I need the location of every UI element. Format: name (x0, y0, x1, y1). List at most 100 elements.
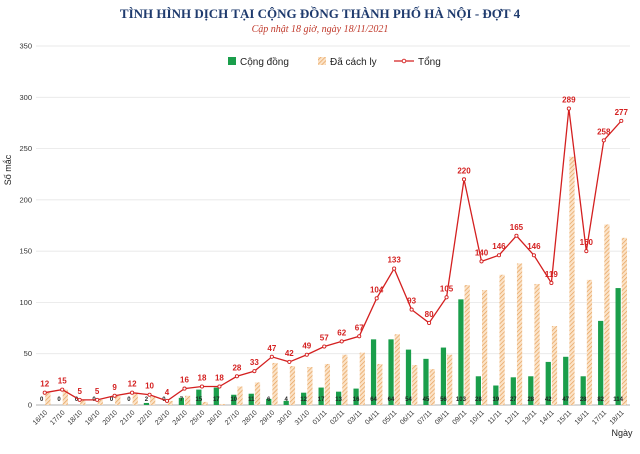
bar-quarantine (621, 237, 628, 405)
total-data-label: 5 (95, 387, 100, 396)
x-tick-label: 14/11 (539, 409, 556, 426)
total-point (322, 344, 327, 349)
bar-quarantine (377, 363, 383, 405)
y-tick-label: 50 (24, 349, 32, 358)
x-tick-label: 21/10 (119, 409, 136, 426)
total-data-label: 277 (615, 108, 629, 117)
total-data-label: 15 (58, 377, 67, 386)
bar-label-community: 10 (230, 397, 237, 403)
bar-label-community: 11 (248, 397, 255, 403)
total-point (374, 296, 379, 301)
bar-community (266, 398, 272, 405)
legend-label-community: Cộng đồng (240, 56, 289, 68)
bar-quarantine (185, 395, 191, 405)
bar-label-community: 103 (456, 397, 467, 403)
total-point (427, 320, 432, 325)
bar-label-community: 0 (57, 397, 61, 403)
bar-community (213, 387, 219, 405)
total-point (584, 249, 589, 254)
bar-quarantine (115, 395, 121, 405)
bar-quarantine (534, 283, 540, 405)
total-data-label: 146 (492, 242, 506, 251)
total-point (147, 392, 152, 397)
bar-community (178, 397, 184, 405)
total-data-label: 4 (165, 388, 170, 397)
total-series-line (44, 108, 622, 402)
total-data-label: 28 (232, 363, 241, 372)
bar-label-community: 7 (180, 397, 184, 403)
total-data-label: 140 (475, 248, 489, 257)
total-point (182, 386, 187, 391)
bar-quarantine (464, 284, 470, 405)
bar-community (510, 377, 516, 405)
legend-label-total: Tổng (418, 56, 441, 68)
total-data-label: 12 (128, 380, 137, 389)
bar-community (563, 356, 569, 405)
total-data-label: 146 (527, 242, 541, 251)
bar-community (353, 388, 359, 405)
bars: 0 0 0 0 0 0 2 0 7 15 17 10 11 6 4 12 17 13 16 64 64 54 45 56 103… (40, 156, 628, 405)
y-axis: 0 50 100 150 200 250 300 350 (19, 42, 32, 410)
bar-label-community: 19 (493, 397, 500, 403)
bar-quarantine (272, 362, 278, 405)
x-tick-label: 04/11 (364, 409, 381, 426)
total-data-label: 10 (145, 382, 154, 391)
bar-label-community: 42 (545, 397, 552, 403)
total-point (199, 384, 205, 389)
bar-quarantine (429, 369, 435, 405)
bar-community (370, 339, 377, 405)
total-point (217, 384, 222, 389)
bar-label-community: 28 (580, 397, 587, 403)
x-tick-label: 28/10 (241, 409, 258, 426)
bar-label-community: 0 (40, 397, 44, 403)
total-point (531, 253, 536, 258)
bar-quarantine (97, 399, 103, 405)
total-point (95, 397, 100, 402)
legend-swatch-quarantine (318, 57, 326, 65)
x-tick-label: 24/10 (172, 409, 189, 426)
bar-quarantine (254, 382, 261, 405)
bar-community (405, 349, 412, 405)
bar-label-community: 114 (613, 397, 623, 403)
gridlines (36, 45, 630, 406)
x-tick-label: 19/10 (84, 409, 101, 426)
bar-community (248, 393, 254, 405)
bar-community (423, 358, 429, 405)
bar-label-community: 45 (423, 397, 430, 403)
bar-quarantine (324, 363, 331, 405)
bar-community (545, 361, 551, 405)
total-point (566, 106, 571, 111)
x-tick-label: 15/11 (556, 409, 573, 426)
bar-label-community: 17 (213, 397, 220, 403)
bar-community (301, 392, 307, 405)
x-tick-label: 07/11 (417, 409, 434, 426)
y-tick-label: 100 (19, 298, 32, 307)
total-point (130, 390, 135, 395)
legend-swatch-community (228, 57, 236, 65)
bar-label-community: 64 (388, 397, 395, 403)
bar-community (388, 339, 394, 405)
x-tick-label: 11/11 (487, 409, 504, 426)
x-tick-label: 06/11 (399, 409, 416, 426)
bar-quarantine (80, 399, 86, 405)
total-data-label: 119 (545, 270, 558, 279)
total-data-label: 289 (562, 96, 576, 105)
bar-community (143, 402, 150, 405)
x-tick-label: 09/11 (451, 409, 468, 426)
bar-quarantine (62, 389, 68, 405)
x-tick-label: 27/10 (224, 409, 241, 426)
bar-label-community: 0 (127, 397, 131, 403)
bar-quarantine (482, 290, 488, 405)
y-tick-label: 200 (19, 195, 32, 204)
bar-community (580, 376, 586, 405)
x-tick-label: 16/10 (32, 409, 49, 426)
y-tick-label: 150 (19, 247, 32, 256)
x-tick-label: 29/10 (259, 409, 276, 426)
bar-quarantine (447, 354, 453, 405)
bar-community (615, 288, 621, 405)
total-point (619, 118, 624, 123)
x-tick-label: 22/10 (137, 409, 154, 426)
x-tick-label: 03/11 (347, 409, 364, 426)
bar-quarantine (516, 263, 523, 405)
bar-quarantine (307, 367, 313, 405)
